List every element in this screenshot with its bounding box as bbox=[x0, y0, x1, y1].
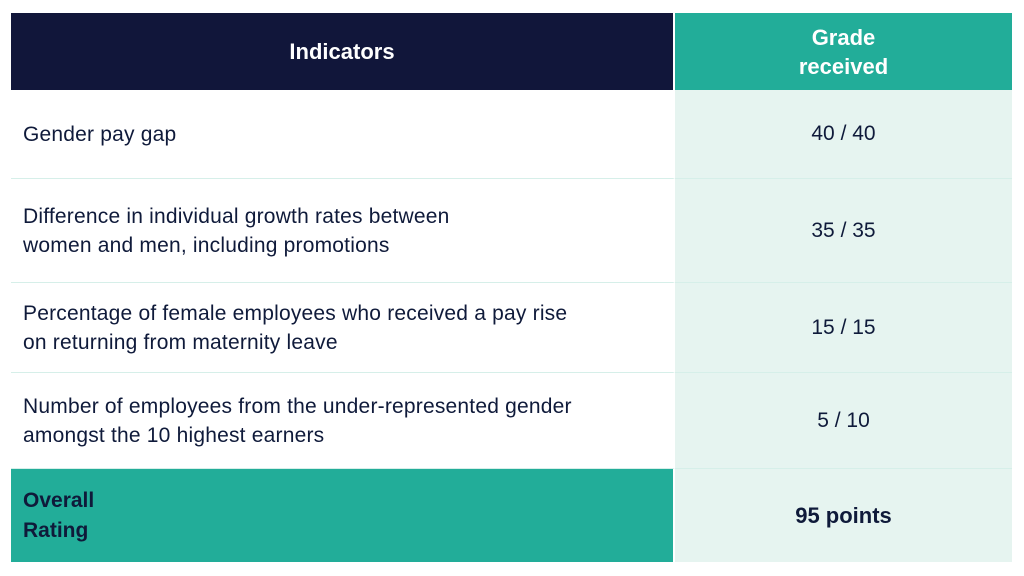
indicators-header: Indicators bbox=[11, 13, 675, 90]
grade-gender-pay-gap: 40 / 40 bbox=[675, 90, 1012, 179]
indicator-growth-rates: Difference in individual growth rates be… bbox=[11, 179, 675, 283]
overall-rating-label: Overall Rating bbox=[11, 469, 675, 562]
indicator-gender-pay-gap: Gender pay gap bbox=[11, 90, 675, 179]
grade-received-header: Grade received bbox=[675, 13, 1012, 90]
grade-highest-earners: 5 / 10 bbox=[675, 373, 1012, 469]
grade-maternity-pay-rise: 15 / 15 bbox=[675, 283, 1012, 373]
grade-growth-rates: 35 / 35 bbox=[675, 179, 1012, 283]
grading-table: Indicators Grade received Gender pay gap… bbox=[11, 13, 1012, 562]
overall-rating-value: 95 points bbox=[675, 469, 1012, 562]
indicator-highest-earners: Number of employees from the under-repre… bbox=[11, 373, 675, 469]
indicator-maternity-pay-rise: Percentage of female employees who recei… bbox=[11, 283, 675, 373]
